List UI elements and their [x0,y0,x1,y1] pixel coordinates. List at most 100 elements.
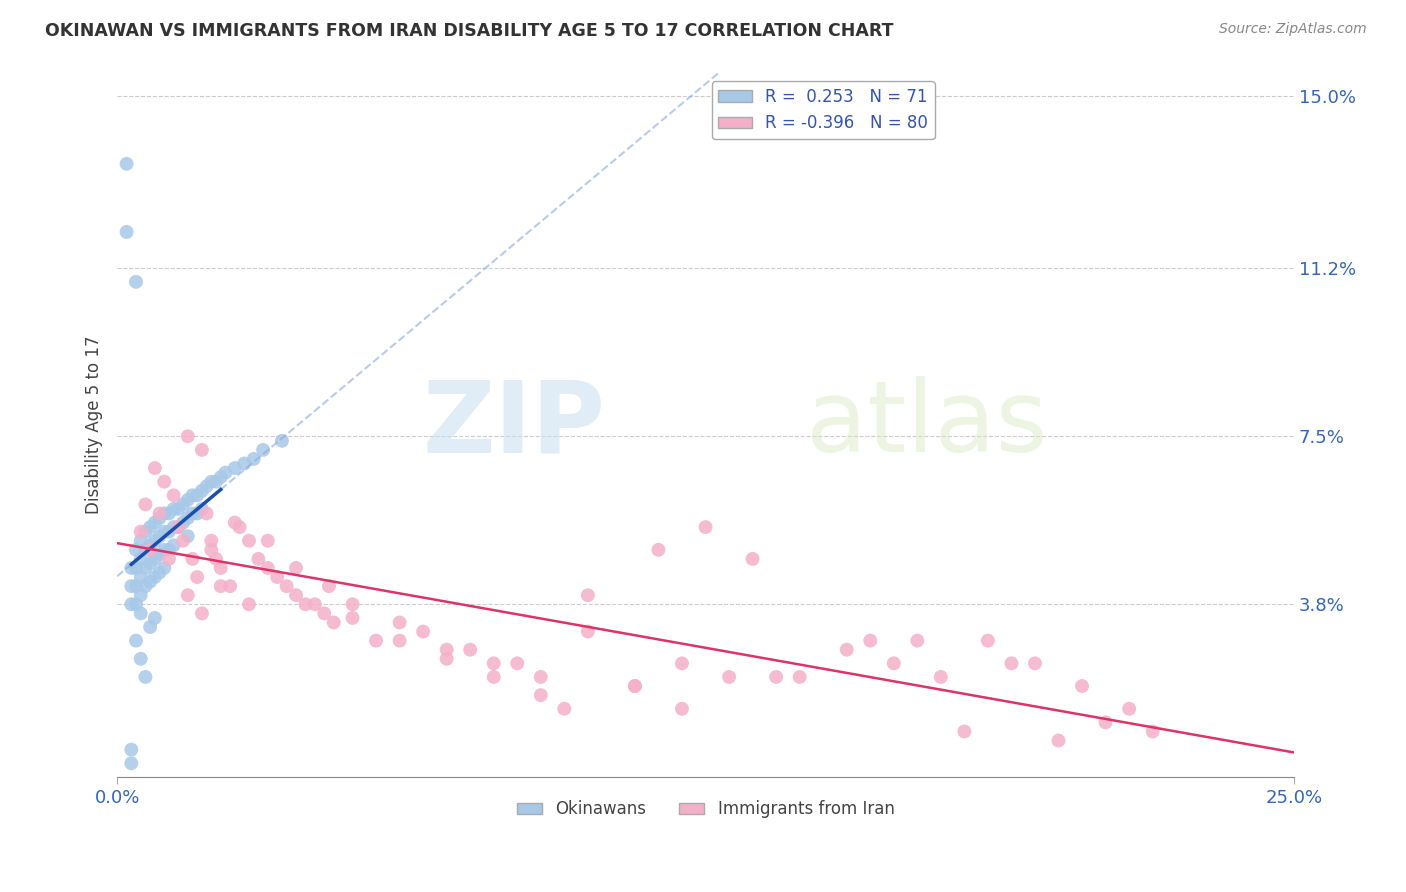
Point [163,488,186,502]
Point [134,497,156,511]
Point [129,533,152,548]
Point [200,542,222,557]
Point [134,670,156,684]
Point [953,724,976,739]
Point [120,756,142,771]
Point [125,542,148,557]
Point [859,633,882,648]
Point [271,434,294,448]
Point [186,570,208,584]
Point [153,507,176,521]
Point [153,475,176,489]
Point [157,552,180,566]
Point [115,157,138,171]
Point [139,557,162,571]
Point [163,520,186,534]
Point [482,670,505,684]
Point [765,670,787,684]
Point [129,524,152,539]
Point [718,670,741,684]
Point [129,607,152,621]
Legend: Okinawans, Immigrants from Iran: Okinawans, Immigrants from Iran [510,794,901,825]
Point [143,533,166,548]
Text: ZIP: ZIP [423,376,606,474]
Point [285,588,308,602]
Point [186,507,208,521]
Point [153,561,176,575]
Point [322,615,344,630]
Point [342,611,364,625]
Point [129,588,152,602]
Text: atlas: atlas [806,376,1047,474]
Point [671,657,693,671]
Point [134,524,156,539]
Point [233,457,256,471]
Point [177,492,200,507]
Point [157,524,180,539]
Point [458,642,481,657]
Point [228,520,250,534]
Point [219,579,242,593]
Point [304,597,326,611]
Point [129,652,152,666]
Point [172,516,194,530]
Y-axis label: Disability Age 5 to 17: Disability Age 5 to 17 [86,335,103,514]
Point [695,520,717,534]
Point [167,520,190,534]
Point [388,615,411,630]
Point [209,561,232,575]
Point [252,442,274,457]
Point [929,670,952,684]
Point [242,452,264,467]
Point [412,624,434,639]
Point [195,479,218,493]
Point [342,597,364,611]
Point [789,670,811,684]
Point [120,561,142,575]
Point [129,552,152,566]
Point [129,570,152,584]
Point [364,633,387,648]
Text: Source: ZipAtlas.com: Source: ZipAtlas.com [1219,22,1367,37]
Point [125,597,148,611]
Point [238,533,260,548]
Point [139,542,162,557]
Point [388,633,411,648]
Point [195,507,218,521]
Point [1071,679,1094,693]
Point [285,561,308,575]
Point [1118,702,1140,716]
Point [157,542,180,557]
Point [163,502,186,516]
Point [209,470,232,484]
Point [120,579,142,593]
Point [143,611,166,625]
Point [256,533,278,548]
Point [576,588,599,602]
Point [143,570,166,584]
Point [883,657,905,671]
Point [205,475,228,489]
Point [148,547,170,561]
Point [256,561,278,575]
Point [191,607,214,621]
Point [125,633,148,648]
Point [553,702,575,716]
Point [624,679,647,693]
Point [181,507,204,521]
Point [125,579,148,593]
Point [191,502,214,516]
Point [191,442,214,457]
Point [314,607,336,621]
Point [624,679,647,693]
Point [134,579,156,593]
Point [153,524,176,539]
Point [148,529,170,543]
Point [143,552,166,566]
Point [200,475,222,489]
Point [139,538,162,552]
Point [177,529,200,543]
Text: OKINAWAN VS IMMIGRANTS FROM IRAN DISABILITY AGE 5 TO 17 CORRELATION CHART: OKINAWAN VS IMMIGRANTS FROM IRAN DISABIL… [45,22,893,40]
Point [125,275,148,289]
Point [181,488,204,502]
